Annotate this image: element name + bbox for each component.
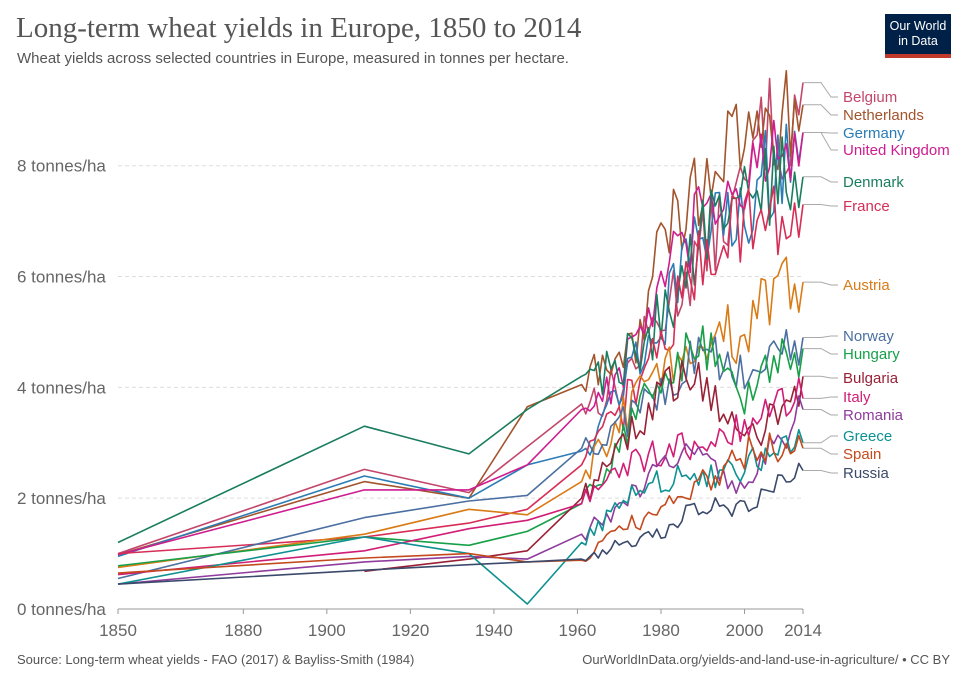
legend-label-germany: Germany <box>843 125 905 142</box>
legend-leader-line <box>803 204 838 207</box>
series-line-russia <box>117 462 804 585</box>
x-tick-label: 1960 <box>559 621 597 640</box>
legend-leader-line <box>803 132 838 151</box>
legend-label-italy: Italy <box>843 389 871 406</box>
legend-label-netherlands: Netherlands <box>843 107 924 124</box>
legend-label-bulgaria: Bulgaria <box>843 370 899 387</box>
y-tick-label: 2 tonnes/ha <box>17 489 106 508</box>
x-tick-label: 2000 <box>726 621 764 640</box>
series-line-spain <box>117 432 804 574</box>
legend-label-russia: Russia <box>843 465 890 482</box>
source-url[interactable]: OurWorldInData.org/yields-and-land-use-i… <box>582 652 950 667</box>
x-axis: 1850 1880 1900 1920 1940 1960 1980 2000 2014 <box>99 608 822 640</box>
series-line-france <box>117 185 804 555</box>
line-chart: 0 tonnes/ha 2 tonnes/ha 4 tonnes/ha 6 tonne… <box>17 70 950 640</box>
legend-leader-line <box>803 348 838 355</box>
x-tick-label: 1920 <box>391 621 429 640</box>
source-note: Source: Long-term wheat yields - FAO (20… <box>17 652 415 667</box>
legend-leader-line <box>803 375 838 379</box>
legend-leader-line <box>803 396 838 399</box>
y-tick-label: 0 tonnes/ha <box>17 600 106 619</box>
x-tick-label: 1900 <box>308 621 346 640</box>
y-tick-label: 8 tonnes/ha <box>17 157 106 176</box>
legend-leader-line <box>803 82 838 98</box>
legend-label-united-kingdom: United Kingdom <box>843 142 950 159</box>
chart-title: Long-term wheat yields in Europe, 1850 t… <box>16 12 582 44</box>
x-tick-label: 1980 <box>642 621 680 640</box>
series-line-bulgaria <box>364 360 804 573</box>
legend-leader-line <box>803 281 838 286</box>
series-line-greece <box>117 429 804 605</box>
legend-label-austria: Austria <box>843 277 890 294</box>
legend-label-romania: Romania <box>843 407 904 424</box>
legend-leader-line <box>803 335 838 338</box>
series-line-hungary <box>117 325 804 567</box>
legend-leader-line <box>803 409 838 416</box>
logo-line-1: Our World <box>889 19 947 33</box>
legend-label-greece: Greece <box>843 428 892 445</box>
legend-leader-line <box>803 447 838 455</box>
legend-label-norway: Norway <box>843 328 894 345</box>
y-axis-ticks: 0 tonnes/ha 2 tonnes/ha 4 tonnes/ha 6 tonne… <box>17 157 106 619</box>
legend-leader-line <box>803 176 838 183</box>
legend-leader-line <box>803 435 838 444</box>
series-line-austria <box>117 256 804 569</box>
x-tick-label: 1880 <box>224 621 262 640</box>
y-tick-label: 4 tonnes/ha <box>17 378 106 397</box>
logo-line-2: in Data <box>898 34 938 48</box>
series-line-italy <box>117 377 804 576</box>
legend-label-spain: Spain <box>843 446 881 463</box>
series-line-united-kingdom <box>117 119 804 556</box>
legend-label-belgium: Belgium <box>843 89 897 106</box>
x-tick-label: 1940 <box>475 621 513 640</box>
owid-logo[interactable]: Our World in Data <box>885 14 951 58</box>
y-tick-label: 6 tonnes/ha <box>17 268 106 287</box>
series-lines <box>117 70 804 605</box>
legend-leader-line <box>803 104 838 116</box>
x-tick-label: 1850 <box>99 621 137 640</box>
legend-label-hungary: Hungary <box>843 346 900 363</box>
legend-leader-line <box>803 470 838 474</box>
chart-subtitle: Wheat yields across selected countries i… <box>17 50 569 67</box>
legend-label-france: France <box>843 198 890 215</box>
x-tick-label: 2014 <box>784 621 822 640</box>
series-line-belgium <box>117 77 804 555</box>
legend-label-denmark: Denmark <box>843 174 904 191</box>
series-line-norway <box>117 329 804 580</box>
